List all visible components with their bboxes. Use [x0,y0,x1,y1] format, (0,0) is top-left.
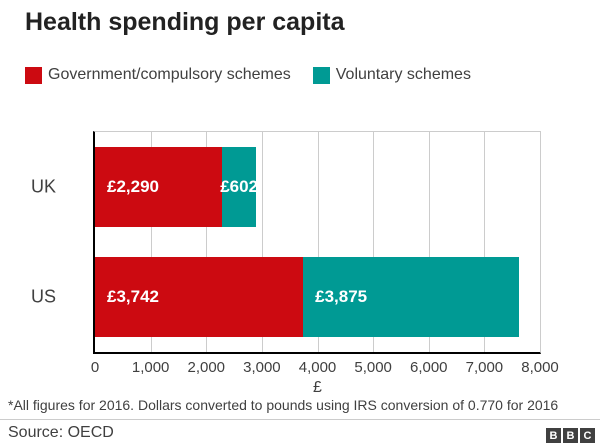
stacked-bar: £3,742 £3,875 [95,257,540,337]
bar-segment-voluntary: £602 [220,147,259,227]
bar-segment-voluntary: £3,875 [303,257,519,337]
bar-value-label: £3,742 [107,287,159,306]
legend-label-voluntary: Voluntary schemes [335,66,471,83]
category-band-us: US £3,742 £3,875 [31,242,540,352]
gridline [317,132,319,352]
legend: Government/compulsory schemes Voluntary … [25,66,471,84]
x-axis-title: £ [313,379,322,396]
bar-value-label: £3,875 [315,287,368,306]
bar-segment-government: £3,742 [95,257,304,337]
gridline [484,132,486,352]
gridline [206,132,208,352]
gridline [428,132,430,352]
bbc-logo-letter: B [563,428,578,443]
category-label: US [31,286,57,307]
footnote: *All figures for 2016. Dollars converted… [8,397,559,413]
legend-item-government: Government/compulsory schemes [25,66,291,84]
x-tick-label: 2,000 [187,359,226,376]
plot-area: £ 0 1,000 2,000 3,000 4,000 5,000 6,000 7,000 8,… [31,131,559,396]
x-tick-label: 5,000 [354,359,392,376]
x-tick-label: 6,000 [409,359,448,376]
legend-label-government: Government/compulsory schemes [48,66,291,83]
gridline [261,132,263,352]
source-attribution: Source: OECD [8,424,114,441]
legend-item-voluntary: Voluntary schemes [312,66,471,84]
x-tick-label: 7,000 [465,359,504,376]
bar-segment-government: £2,290 [95,147,223,227]
bbc-logo-letter: B [546,428,561,443]
voluntary-color-swatch [312,66,330,84]
x-tick-label: 3,000 [243,359,281,376]
gridline [150,132,152,352]
footer-divider [0,419,600,420]
bar-value-label: £602 [220,177,259,196]
bar-value-label: £2,290 [107,177,159,196]
x-tick-label: 8,000 [521,359,559,376]
chart-title: Health spending per capita [25,8,345,36]
bbc-logo-letter: C [580,428,595,443]
bbc-logo: B B C [546,428,595,443]
x-tick-label: 4,000 [298,359,337,376]
category-label: UK [31,176,57,197]
government-color-swatch [25,66,42,84]
gridline [373,132,375,352]
category-band-uk: UK £2,290 £602 [31,132,540,242]
x-tick-label: 0 [90,359,100,376]
stacked-bar: £2,290 £602 [95,147,540,227]
x-tick-label: 1,000 [131,359,170,376]
